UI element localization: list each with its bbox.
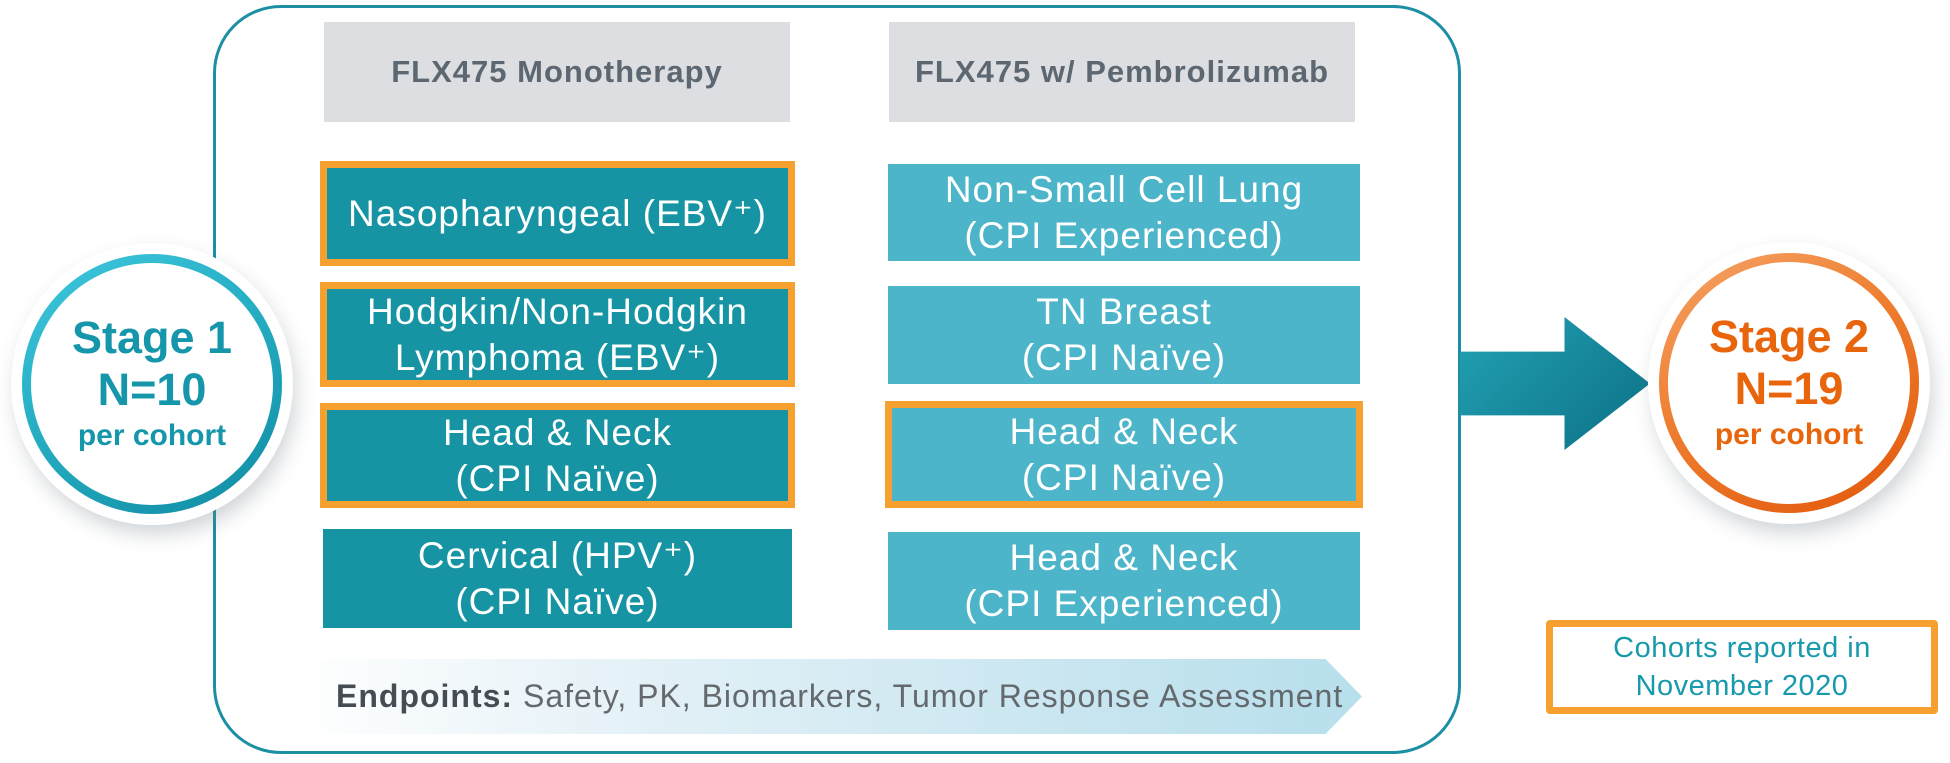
cohort-label-line: Head & Neck bbox=[443, 411, 672, 453]
cohort-label-line: Head & Neck bbox=[1009, 410, 1239, 452]
cohort-label-line: TN Breast bbox=[1036, 291, 1212, 332]
cohorts-reported-note: Cohorts reported in November 2020 bbox=[1546, 620, 1938, 714]
column-header-label: FLX475 Monotherapy bbox=[391, 54, 723, 89]
cohort-label-line: Nasopharyngeal (EBV⁺) bbox=[348, 192, 767, 234]
endpoints-text: Safety, PK, Biomarkers, Tumor Response A… bbox=[513, 678, 1344, 714]
cohort-box-head-neck-naive-mono: Head & Neck (CPI Naïve) bbox=[320, 403, 795, 508]
cohort-label-line: (CPI Naïve) bbox=[455, 580, 660, 622]
stage1-subtitle: per cohort bbox=[77, 419, 227, 452]
cohort-label-line: (CPI Naïve) bbox=[1021, 456, 1227, 498]
stage1-n: N=10 bbox=[97, 364, 207, 415]
cohort-box-head-neck-naive-combo: Head & Neck (CPI Naïve) bbox=[885, 401, 1363, 508]
cohort-box-nasopharyngeal: Nasopharyngeal (EBV⁺) bbox=[320, 161, 795, 266]
endpoints-label: Endpoints: bbox=[336, 678, 514, 714]
column-header-pembrolizumab: FLX475 w/ Pembrolizumab bbox=[889, 22, 1355, 122]
stage2-circle-inner: Stage 2 N=19 per cohort bbox=[1668, 262, 1910, 504]
cohort-label-line: (CPI Experienced) bbox=[964, 214, 1284, 256]
stage2-n: N=19 bbox=[1734, 363, 1844, 414]
cohort-label-line: Lymphoma (EBV⁺) bbox=[394, 336, 721, 378]
cohort-label-line: Cervical (HPV⁺) bbox=[417, 534, 698, 576]
cohort-label-line: Non-Small Cell Lung bbox=[944, 168, 1304, 210]
cohort-label-line: (CPI Naïve) bbox=[1021, 337, 1227, 378]
stage1-circle: Stage 1 N=10 per cohort bbox=[22, 254, 282, 514]
cohort-box-head-neck-experienced: Head & Neck (CPI Experienced) bbox=[888, 532, 1360, 630]
column-header-monotherapy: FLX475 Monotherapy bbox=[324, 22, 790, 122]
cohort-box-nsclc: Non-Small Cell Lung (CPI Experienced) bbox=[888, 164, 1360, 261]
stage-transition-arrow-icon bbox=[1460, 317, 1650, 450]
cohort-box-cervical: Cervical (HPV⁺) (CPI Naïve) bbox=[323, 529, 792, 628]
cohort-box-tn-breast: TN Breast (CPI Naïve) bbox=[888, 286, 1360, 384]
stage1-circle-inner: Stage 1 N=10 per cohort bbox=[31, 263, 273, 505]
stage2-title: Stage 2 bbox=[1708, 311, 1870, 362]
report-note-line: Cohorts reported in bbox=[1613, 632, 1871, 664]
column-header-label: FLX475 w/ Pembrolizumab bbox=[914, 54, 1330, 89]
report-note-line: November 2020 bbox=[1635, 670, 1849, 702]
cohort-label-line: Head & Neck bbox=[1009, 537, 1239, 578]
cohort-label-line: Hodgkin/Non-Hodgkin bbox=[367, 290, 748, 332]
cohort-box-lymphoma: Hodgkin/Non-Hodgkin Lymphoma (EBV⁺) bbox=[320, 282, 795, 387]
cohort-label-line: (CPI Experienced) bbox=[964, 583, 1284, 624]
stage2-circle: Stage 2 N=19 per cohort bbox=[1659, 253, 1919, 513]
stage2-subtitle: per cohort bbox=[1714, 418, 1864, 451]
cohort-label-line: (CPI Naïve) bbox=[455, 457, 660, 499]
endpoints-banner: Endpoints: Safety, PK, Biomarkers, Tumor… bbox=[320, 659, 1362, 734]
stage1-title: Stage 1 bbox=[71, 312, 233, 363]
